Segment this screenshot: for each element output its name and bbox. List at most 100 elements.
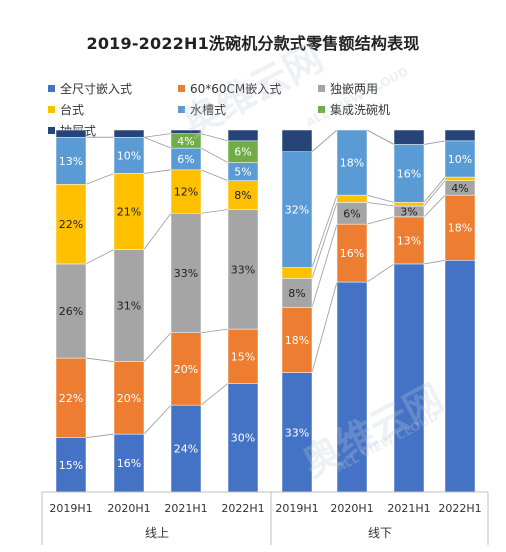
bar-segment <box>227 180 259 210</box>
bar-segment <box>113 129 145 138</box>
series-connector-line <box>85 249 115 265</box>
legend-swatch <box>178 85 185 92</box>
bar-segment <box>170 169 202 214</box>
data-label: 18% <box>448 222 472 235</box>
bar-segment <box>55 263 87 359</box>
legend-item: 全尺寸嵌入式 <box>48 80 178 97</box>
legend-item: 60*60CM嵌入式 <box>178 80 318 97</box>
legend-item: 集成洗碗机 <box>318 101 428 118</box>
group-label: 线上 <box>145 526 169 540</box>
bar-segment <box>113 361 145 435</box>
series-connector-line <box>366 202 395 207</box>
series-connector-line <box>311 195 338 268</box>
group-label: 线下 <box>368 526 392 540</box>
bar-segment <box>55 129 87 138</box>
bar-segment <box>55 437 87 493</box>
series-connector-line <box>200 133 229 142</box>
data-label: 15% <box>231 350 255 363</box>
series-connector-line <box>143 136 172 149</box>
series-connector-line <box>200 383 229 406</box>
bar-segment <box>444 140 476 178</box>
data-label: 3% <box>400 205 417 218</box>
data-label: 26% <box>59 305 83 318</box>
legend-swatch <box>318 106 325 113</box>
data-label: 33% <box>231 263 255 276</box>
legend-label: 独嵌两用 <box>330 82 379 96</box>
bar-segment <box>336 194 368 203</box>
bar-segment <box>281 267 313 279</box>
bar-segment <box>393 263 425 493</box>
bar-segment <box>281 129 313 152</box>
data-label: 16% <box>117 457 141 470</box>
data-label: 5% <box>234 166 251 179</box>
data-label: 8% <box>288 287 305 300</box>
data-label: 21% <box>117 205 141 218</box>
data-label: 22% <box>59 392 83 405</box>
x-tick-label: 2021H1 <box>164 502 207 515</box>
bar-segment <box>444 176 476 181</box>
bar-segment <box>393 129 425 145</box>
data-label: 13% <box>59 155 83 168</box>
bar-segment <box>444 194 476 261</box>
data-label: 6% <box>234 146 251 159</box>
data-label: 10% <box>117 149 141 162</box>
data-label: 12% <box>174 186 198 199</box>
data-label: 22% <box>59 218 83 231</box>
series-connector-line <box>143 169 172 174</box>
data-label: 18% <box>285 334 309 347</box>
series-connector-line <box>311 224 338 308</box>
series-connector-line <box>366 129 395 145</box>
data-label: 16% <box>340 247 364 260</box>
x-tick-label: 2019H1 <box>49 502 92 515</box>
series-connector-line <box>366 216 395 225</box>
series-connector-line <box>423 176 446 203</box>
legend-swatch <box>48 106 55 113</box>
bar-segment <box>281 307 313 373</box>
x-tick-label: 2021H1 <box>387 502 430 515</box>
legend-label: 台式 <box>60 103 85 117</box>
legend-label: 集成洗碗机 <box>330 103 391 117</box>
data-label: 6% <box>343 207 360 220</box>
legend-swatch <box>48 127 55 134</box>
legend-item: 水槽式 <box>178 101 318 118</box>
legend-label: 水槽式 <box>190 103 227 117</box>
series-connector-line <box>85 357 115 363</box>
x-tick-label: 2019H1 <box>275 502 318 515</box>
bar-segment <box>227 129 259 142</box>
bar-segment <box>227 383 259 493</box>
legend-swatch <box>178 106 185 113</box>
series-connector-line <box>143 213 172 250</box>
series-connector-line <box>423 194 446 218</box>
bar-segment <box>170 213 202 333</box>
x-tick-label: 2022H1 <box>438 502 481 515</box>
data-label: 31% <box>117 300 141 313</box>
data-label: 20% <box>117 392 141 405</box>
series-connector-line <box>423 140 446 145</box>
data-label: 13% <box>397 234 421 247</box>
bar-segment <box>55 184 87 265</box>
legend-swatch <box>318 85 325 92</box>
data-label: 8% <box>234 189 251 202</box>
series-connector-line <box>143 404 172 435</box>
bar-segment <box>170 404 202 493</box>
series-connector-line <box>143 332 172 362</box>
series-connector-line <box>366 263 395 283</box>
bar-segment <box>55 136 87 185</box>
series-connector-line <box>200 328 229 334</box>
bar-segment <box>336 129 368 196</box>
data-label: 33% <box>174 267 198 280</box>
data-label: 10% <box>448 153 472 166</box>
bar-segment <box>113 433 145 493</box>
series-connector-line <box>311 129 338 153</box>
data-label: 32% <box>285 204 309 217</box>
data-label: 20% <box>174 363 198 376</box>
series-connector-line <box>311 281 338 373</box>
data-label: 16% <box>397 167 421 180</box>
legend-item: 台式 <box>48 101 178 118</box>
series-connector-line <box>423 180 446 207</box>
series-connector-line <box>366 194 395 203</box>
data-label: 33% <box>285 426 309 439</box>
data-label: 4% <box>451 182 468 195</box>
chart-title: 2019-2022H1洗碗机分款式零售额结构表现 <box>86 34 420 53</box>
